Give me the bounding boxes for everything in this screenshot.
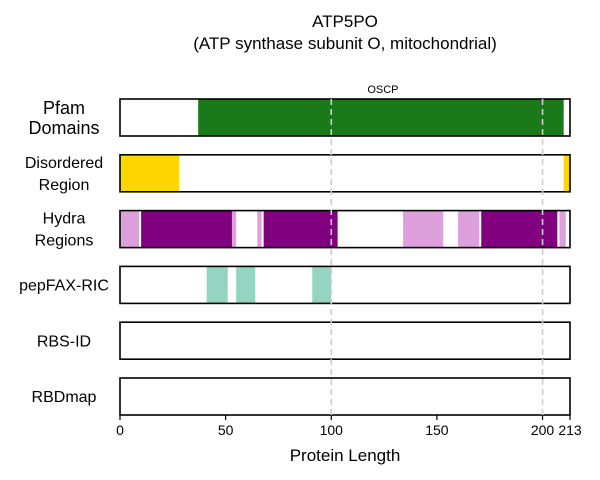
x-tick-label: 0 [116, 422, 124, 438]
segment-hydra-regions-4 [263, 210, 338, 248]
segment-hydra-regions-2 [231, 210, 237, 248]
segment-hydra-regions-3 [257, 210, 262, 248]
x-tick-label: 200 [531, 422, 555, 438]
segment-hydra-regions-5 [403, 210, 444, 248]
x-tick-label: 150 [425, 422, 449, 438]
x-tick-label: 100 [320, 422, 344, 438]
track-frame [119, 98, 571, 137]
track-frame [119, 377, 571, 416]
segment-pfam-domains-0 [198, 99, 564, 136]
segment-disordered-region-0 [120, 154, 180, 192]
chart-title-block: ATP5PO (ATP synthase subunit O, mitochon… [0, 11, 600, 55]
segment-hydra-regions-6 [458, 210, 480, 248]
x-axis: 0 50 100 150 200 213 [116, 415, 582, 438]
segment-hydra-regions-0 [120, 210, 140, 248]
track-label: Hydra Regions [35, 211, 94, 250]
track-label: RBS-ID [37, 333, 91, 350]
track-pfam-domains: OSCP Pfam Domains [28, 84, 571, 138]
reference-lines [330, 99, 544, 415]
track-rbs-id: RBS-ID [37, 321, 571, 361]
x-axis-label: Protein Length [290, 446, 401, 465]
segment-hydra-regions-7 [481, 210, 558, 248]
track-disordered-region: Disordered Region [25, 154, 571, 194]
track-label: Disordered Region [25, 155, 103, 194]
track-frame [119, 265, 571, 305]
segment-pepfax-ric-0 [206, 266, 228, 304]
chart-subtitle: (ATP synthase subunit O, mitochondrial) [193, 34, 497, 53]
segment-pepfax-ric-1 [236, 266, 256, 304]
x-tick-label: 213 [558, 422, 582, 438]
track-hydra-regions: Hydra Regions [35, 209, 571, 250]
track-label: RBDmap [32, 389, 97, 406]
segment-hydra-regions-1 [141, 210, 232, 248]
track-rbdmap: RBDmap [32, 377, 571, 416]
segment-hydra-regions-8 [559, 210, 566, 248]
chart-title: ATP5PO [312, 12, 378, 31]
track-frame [119, 209, 571, 249]
segment-disordered-region-1 [563, 154, 570, 192]
track-frame [119, 321, 571, 361]
segment-label: OSCP [367, 84, 398, 96]
x-tick-label: 50 [218, 422, 234, 438]
tracks: OSCP Pfam Domains Disordered Region Hydra Regi… [19, 84, 571, 416]
track-label: Pfam Domains [28, 98, 99, 138]
track-frame [119, 154, 571, 193]
track-pepfax-ric: pepFAX-RIC [19, 265, 571, 305]
track-label: pepFAX-RIC [19, 278, 109, 295]
segment-pepfax-ric-2 [312, 266, 332, 304]
